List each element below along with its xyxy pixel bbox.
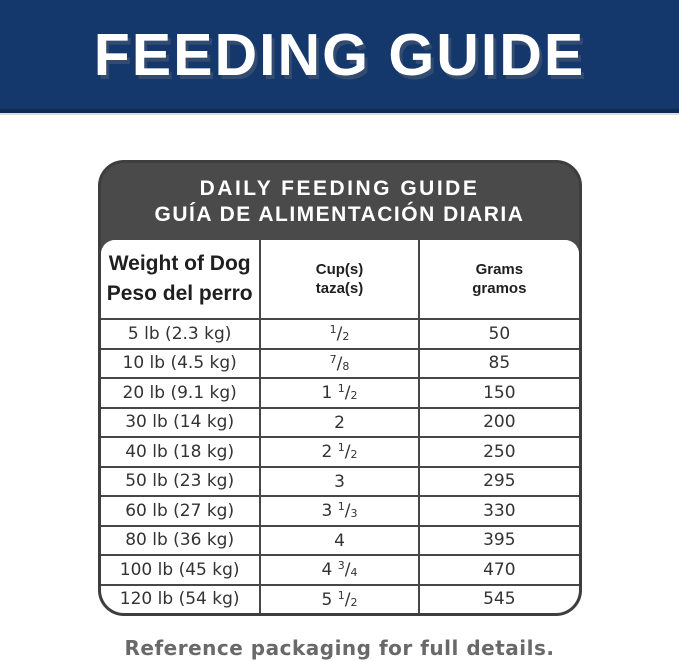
grams-cell: 50 [418,318,579,350]
cups-cell: 1 1/2 [258,377,421,409]
cups-header-en: Cup(s) [315,261,364,278]
weight-cell: 120 lb (54 kg) [100,583,261,613]
grams-cell: 545 [418,583,579,613]
banner-title: FEEDING GUIDE [93,21,586,88]
feeding-table-body: Weight of Dog Peso del perro Cup(s) taza… [100,240,579,613]
cups-denominator: 2 [350,389,358,403]
weight-cell: 10 lb (4.5 kg) [100,347,261,379]
cups-cell: 4 [258,524,421,556]
cups-whole: 3 [334,471,345,492]
table-row: 40 lb (18 kg) 2 1/2 250 [100,436,579,468]
table-row: 30 lb (14 kg) 2 200 [100,406,579,438]
cups-slash: / [344,589,351,610]
feeding-table: Weight of Dog Peso del perro Cup(s) taza… [100,240,579,613]
feeding-table-rows: 5 lb (2.3 kg) 1/2 50 10 lb (4.5 kg) 7/8 … [100,318,579,613]
cups-whole: 5 [321,589,338,610]
cups-numerator: 1 [337,441,345,455]
table-row: 50 lb (23 kg) 3 295 [100,465,579,497]
grams-cell: 200 [418,406,579,438]
card-title: DAILY FEEDING GUIDE GUÍA DE ALIMENTACIÓN… [101,163,579,240]
cups-denominator: 4 [350,566,358,580]
cups-cell: 7/8 [258,347,421,379]
cups-numerator: 3 [337,559,345,573]
cups-numerator: 1 [329,323,337,337]
column-header-weight: Weight of Dog Peso del perro [100,240,261,320]
weight-header-en: Weight of Dog [108,252,251,275]
weight-cell: 100 lb (45 kg) [100,554,261,586]
card-title-en: DAILY FEEDING GUIDE [199,177,480,200]
cups-denominator: 2 [342,330,350,344]
weight-cell: 60 lb (27 kg) [100,495,261,527]
table-row: 10 lb (4.5 kg) 7/8 85 [100,347,579,379]
weight-cell: 30 lb (14 kg) [100,406,261,438]
cups-slash: / [336,353,343,374]
grams-cell: 470 [418,554,579,586]
cups-whole: 2 [334,412,345,433]
cups-cell: 3 [258,465,421,497]
grams-cell: 250 [418,436,579,468]
column-header-cups: Cup(s) taza(s) [258,240,421,320]
cups-numerator: 1 [337,500,345,514]
footer-note: Reference packaging for full details. [124,636,555,660]
cups-whole: 4 [334,530,345,551]
cups-numerator: 1 [337,588,345,602]
header-row: Weight of Dog Peso del perro Cup(s) taza… [100,240,579,320]
cups-denominator: 8 [342,359,350,373]
weight-cell: 80 lb (36 kg) [100,524,261,556]
cups-whole: 1 [321,383,338,404]
daily-feeding-guide-card: DAILY FEEDING GUIDE GUÍA DE ALIMENTACIÓN… [97,160,582,616]
grams-cell: 330 [418,495,579,527]
cups-whole: 2 [321,442,338,463]
cups-denominator: 3 [350,507,358,521]
weight-cell: 50 lb (23 kg) [100,465,261,497]
cups-whole: 3 [321,501,338,522]
grams-cell: 395 [418,524,579,556]
cups-denominator: 2 [350,448,358,462]
table-row: 5 lb (2.3 kg) 1/2 50 [100,318,579,350]
feeding-guide-banner: FEEDING GUIDE [0,0,679,113]
cups-whole: 4 [321,560,338,581]
feeding-table-header: Weight of Dog Peso del perro Cup(s) taza… [100,240,579,320]
cups-denominator: 2 [350,595,358,609]
table-row: 80 lb (36 kg) 4 395 [100,524,579,556]
grams-cell: 85 [418,347,579,379]
cups-header-es: taza(s) [315,280,364,297]
grams-cell: 295 [418,465,579,497]
weight-cell: 5 lb (2.3 kg) [100,318,261,350]
table-row: 20 lb (9.1 kg) 1 1/2 150 [100,377,579,409]
cups-slash: / [344,442,351,463]
cups-numerator: 7 [329,352,337,366]
cups-slash: / [344,383,351,404]
cups-cell: 3 1/3 [258,495,421,527]
card-title-es: GUÍA DE ALIMENTACIÓN DIARIA [154,203,525,226]
cups-cell: 1/2 [258,318,421,350]
cups-cell: 2 [258,406,421,438]
column-header-grams: Grams gramos [418,240,579,320]
cups-slash: / [344,560,351,581]
cups-slash: / [344,501,351,522]
cups-slash: / [336,324,343,345]
grams-cell: 150 [418,377,579,409]
grams-header-es: gramos [472,280,527,297]
weight-cell: 40 lb (18 kg) [100,436,261,468]
table-row: 60 lb (27 kg) 3 1/3 330 [100,495,579,527]
table-row: 100 lb (45 kg) 4 3/4 470 [100,554,579,586]
grams-header-en: Grams [475,261,524,278]
banner-underline [0,113,679,115]
cups-cell: 5 1/2 [258,583,421,613]
weight-header-es: Peso del perro [106,282,253,305]
weight-cell: 20 lb (9.1 kg) [100,377,261,409]
cups-numerator: 1 [337,382,345,396]
cups-cell: 2 1/2 [258,436,421,468]
table-row: 120 lb (54 kg) 5 1/2 545 [100,583,579,613]
cups-cell: 4 3/4 [258,554,421,586]
